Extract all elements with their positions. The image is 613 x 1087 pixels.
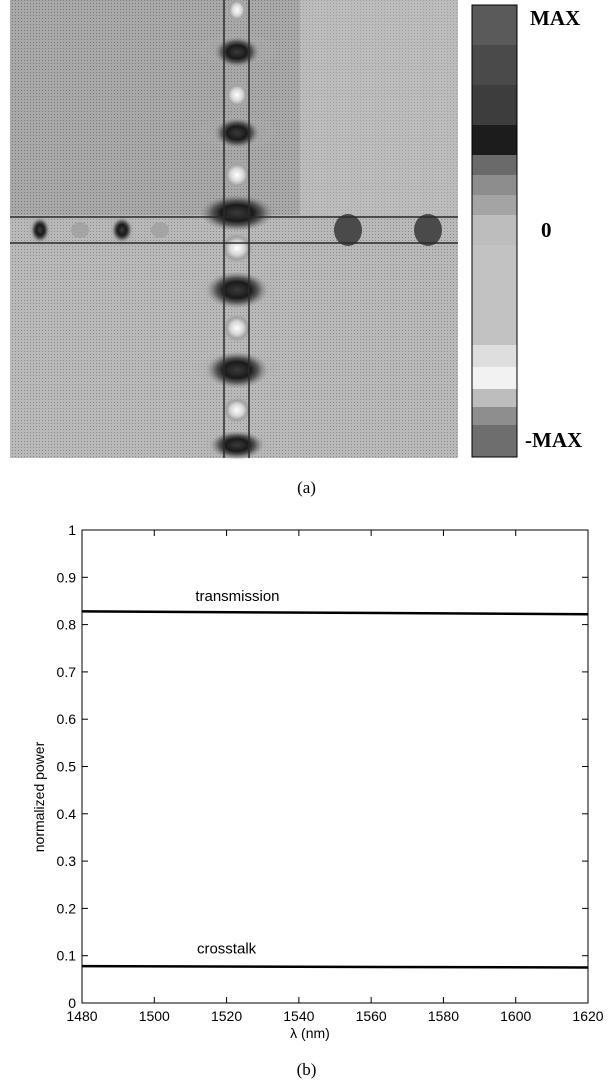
series-lines	[81, 610, 589, 969]
panel-b-label: (b)	[296, 1060, 317, 1079]
x-tick-label: 1600	[500, 1008, 531, 1024]
x-tick-label: 1480	[66, 1008, 97, 1024]
x-tick-label: 1520	[211, 1008, 242, 1024]
annotation-transmission: transmission	[195, 588, 279, 605]
y-tick-label: 0.8	[57, 617, 77, 633]
axes-frame	[81, 529, 589, 1004]
field-background-upper-left	[10, 0, 300, 215]
colorbar-zero-label: 0	[541, 218, 552, 242]
x-tick-label: 1540	[283, 1008, 314, 1024]
x-tick-label: 1620	[572, 1008, 603, 1024]
y-tick-label: 0.4	[57, 806, 77, 822]
colorbar-max-label: MAX	[530, 6, 581, 30]
x-axis-ticks: 1480 1500 1520 1540 1560 1580 1600 1620	[66, 530, 604, 1024]
y-tick-label: 0.1	[57, 948, 77, 964]
y-tick-label: 0.9	[57, 569, 77, 585]
y-axis-ticks: 0 0.1 0.2 0.3 0.4 0.5 0.6 0.7 0.8 0.9 1	[57, 522, 588, 1011]
field-distribution-plot	[10, 0, 518, 461]
x-tick-label: 1500	[139, 1008, 170, 1024]
series-line-transmission	[81, 610, 589, 616]
panel-a-label: (a)	[297, 478, 316, 497]
horizontal-waveguide-field	[24, 210, 442, 250]
colorbar	[471, 4, 518, 458]
x-tick-label: 1580	[428, 1008, 459, 1024]
waveguide-boundaries	[10, 0, 458, 458]
plot-frame	[81, 529, 589, 1004]
y-axis-label: normalized power	[31, 741, 47, 852]
series-line-crosstalk	[81, 964, 589, 969]
y-tick-label: 0.6	[57, 711, 77, 727]
annotations: transmission crosstalk	[195, 588, 279, 957]
y-tick-label: 1	[68, 522, 76, 538]
y-tick-label: 0	[68, 995, 76, 1011]
x-axis-label: λ (nm)	[290, 1025, 330, 1041]
y-tick-label: 0.2	[57, 900, 77, 916]
y-tick-label: 0.7	[57, 664, 77, 680]
y-tick-label: 0.5	[57, 759, 77, 775]
power-line-chart: 0 0.1 0.2 0.3 0.4 0.5 0.6 0.7 0.8 0.9 1 1480 1500 15…	[31, 522, 604, 1041]
vertical-waveguide-field	[189, 0, 285, 461]
colorbar-min-label: -MAX	[525, 428, 583, 452]
y-tick-label: 0.3	[57, 853, 77, 869]
annotation-crosstalk: crosstalk	[197, 940, 257, 957]
x-tick-label: 1560	[356, 1008, 387, 1024]
